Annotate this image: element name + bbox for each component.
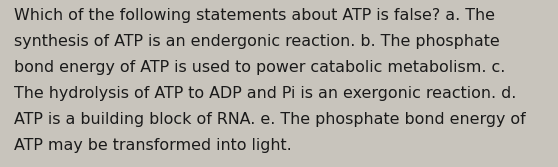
Text: ATP may be transformed into light.: ATP may be transformed into light.: [14, 138, 292, 153]
Text: The hydrolysis of ATP to ADP and Pi is an exergonic reaction. d.: The hydrolysis of ATP to ADP and Pi is a…: [14, 86, 516, 101]
Text: ATP is a building block of RNA. e. The phosphate bond energy of: ATP is a building block of RNA. e. The p…: [14, 112, 526, 127]
Text: Which of the following statements about ATP is false? a. The: Which of the following statements about …: [14, 8, 495, 23]
Text: synthesis of ATP is an endergonic reaction. b. The phosphate: synthesis of ATP is an endergonic reacti…: [14, 34, 500, 49]
Text: bond energy of ATP is used to power catabolic metabolism. c.: bond energy of ATP is used to power cata…: [14, 60, 506, 75]
